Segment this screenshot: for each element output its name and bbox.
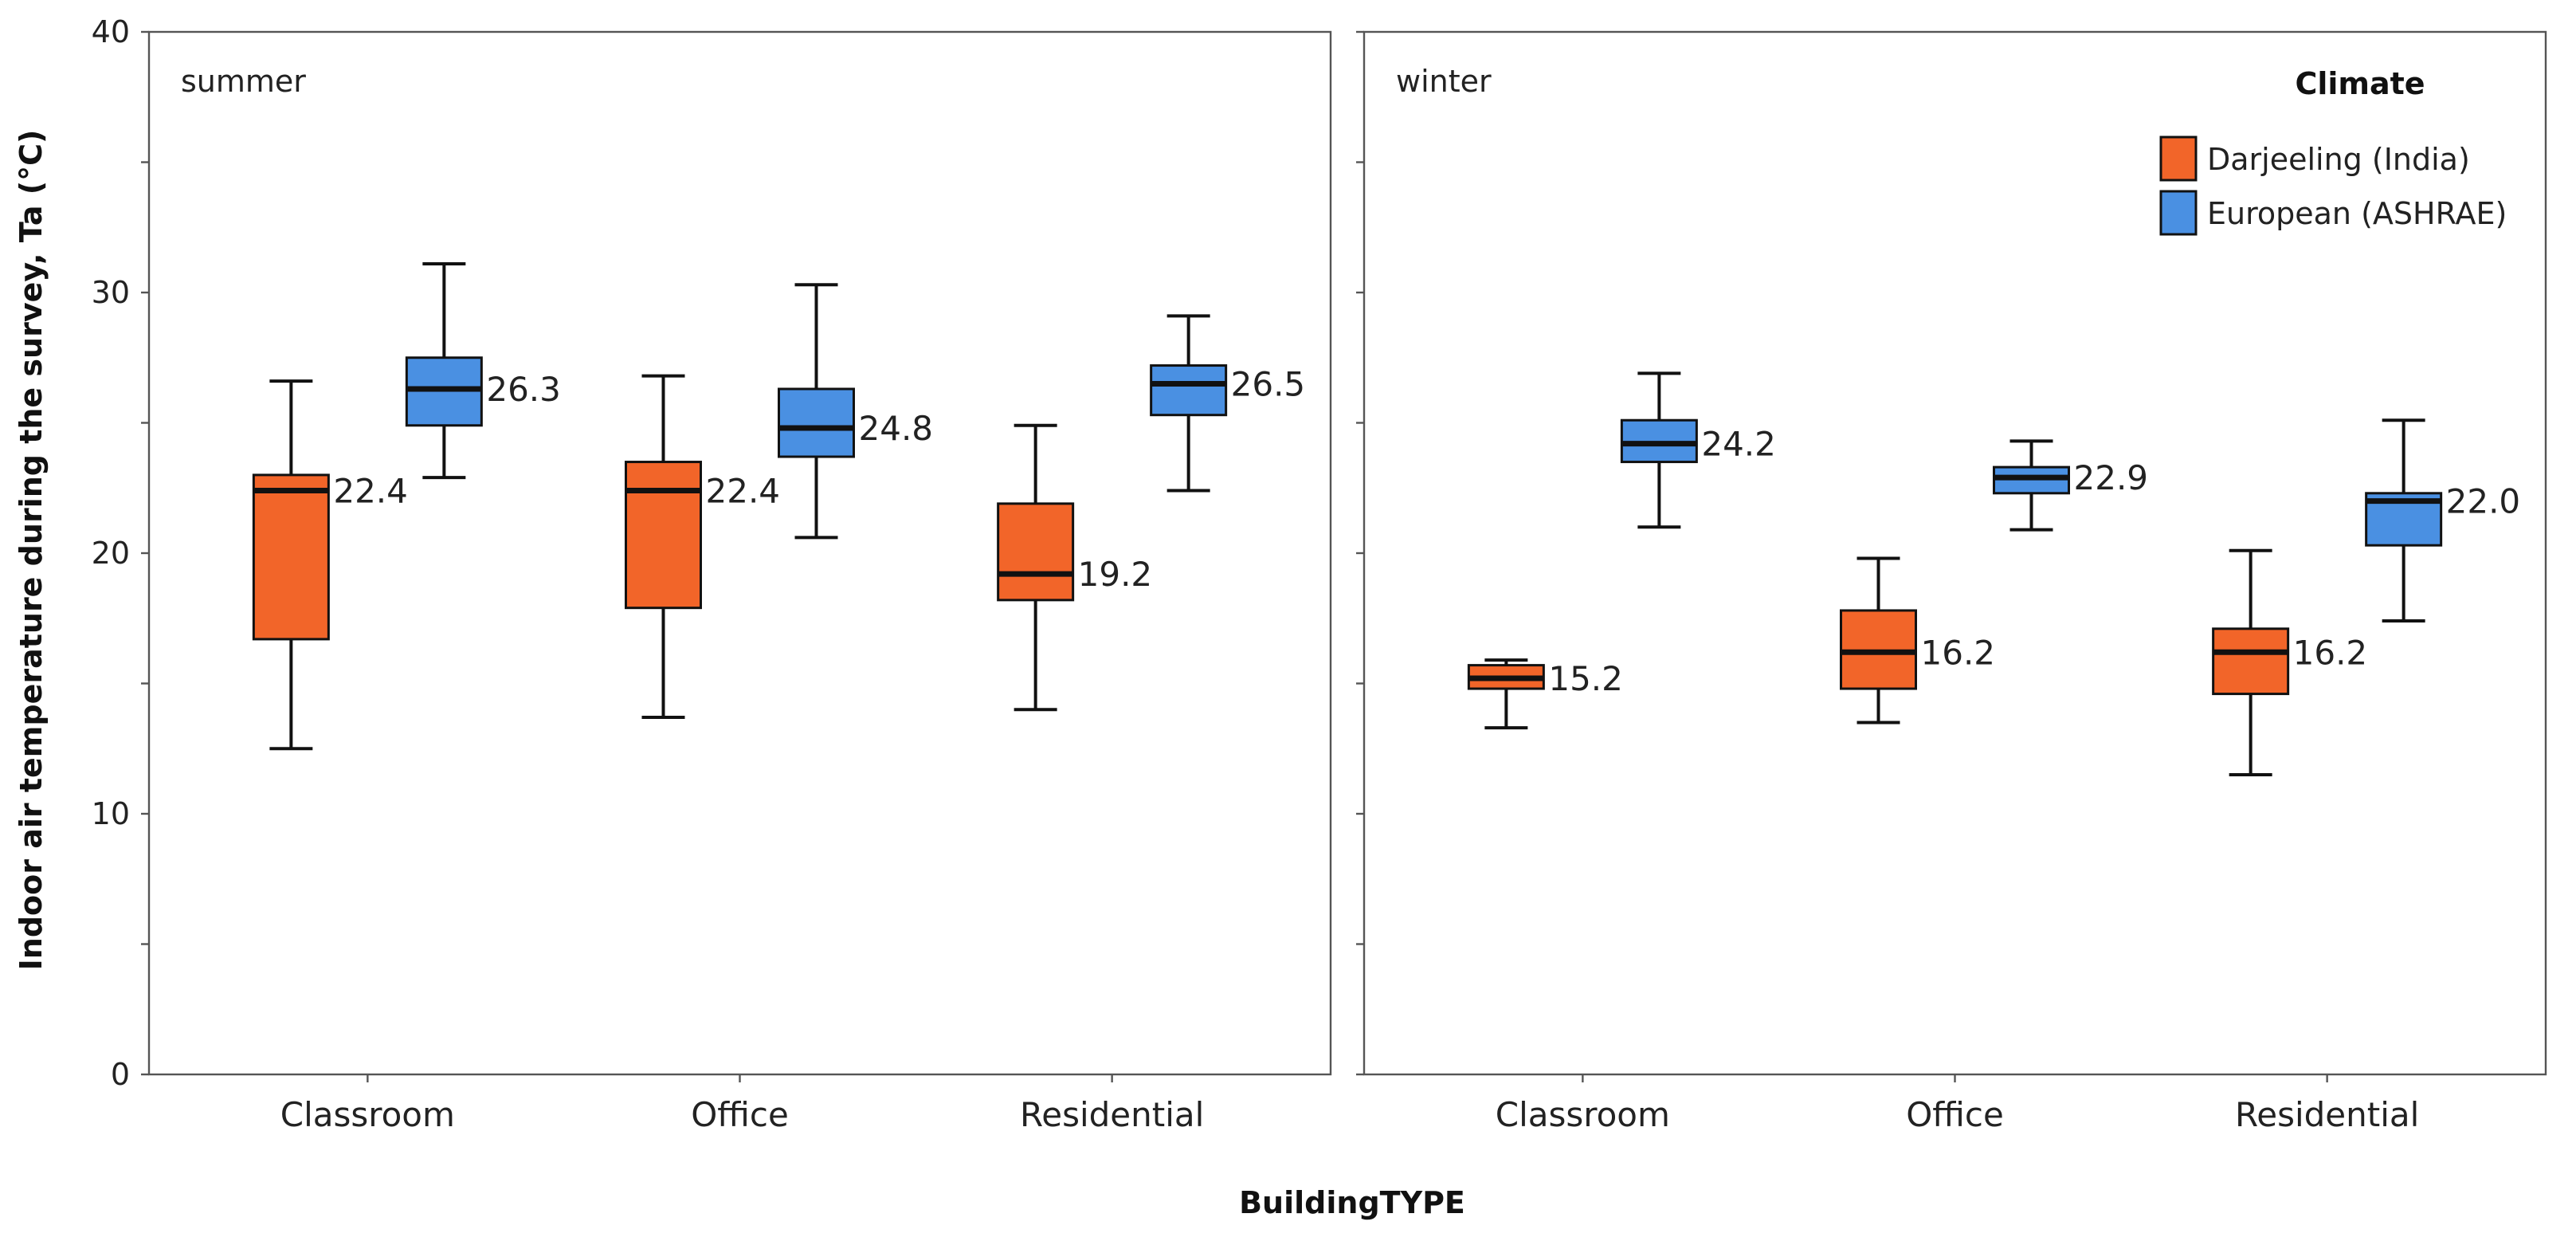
y-axis: 0 10 20 30 40 [92, 14, 130, 1092]
median-label: 22.0 [2446, 482, 2521, 521]
box-body [997, 502, 1075, 602]
box-office: 22.4 [625, 374, 781, 720]
box-residential: 22.0 [2365, 418, 2521, 623]
x-tick-label: Office [691, 1095, 789, 1134]
y-tick-label: 20 [92, 536, 130, 571]
x-axis-title: BuildingTYPE [1239, 1185, 1465, 1220]
box-residential: 26.5 [1150, 314, 1306, 493]
legend-swatch [2159, 135, 2198, 182]
box-classroom: 15.2 [1467, 658, 1623, 730]
legend-label: European (ASHRAE) [2207, 196, 2507, 231]
median-label: 15.2 [1548, 659, 1623, 698]
box-residential: 19.2 [997, 423, 1153, 712]
box-body [252, 473, 330, 641]
median-label: 22.4 [706, 472, 781, 511]
box-classroom: 26.3 [405, 262, 561, 480]
y-tick-label: 40 [92, 14, 130, 49]
legend-title: Climate [2295, 66, 2425, 101]
median-label: 19.2 [1078, 555, 1153, 594]
y-axis-title: Indoor air temperature during the survey… [14, 130, 49, 971]
box-body [778, 387, 855, 458]
median-label: 16.2 [1921, 633, 1996, 672]
panel-label: summer [181, 64, 306, 99]
x-tick-label: Office [1906, 1095, 2004, 1134]
median-label: 22.9 [2074, 458, 2149, 497]
box-office: 22.9 [1993, 439, 2149, 532]
y-tick-label: 10 [92, 796, 130, 831]
panel-label: winter [1396, 64, 1492, 99]
median-label: 24.2 [1701, 425, 1776, 464]
series-darjeeling: 15.2 16.2 16.2 [1467, 548, 2368, 776]
box-office: 16.2 [1840, 556, 1996, 725]
median-label: 26.3 [486, 370, 561, 409]
panel-winter: winter Classroom Office Residential 15.2 16.2… [1356, 30, 2547, 1134]
legend-label: Darjeeling (India) [2207, 142, 2470, 177]
median-label: 22.4 [333, 472, 408, 511]
median-label: 26.5 [1231, 364, 1306, 403]
x-tick-label: Classroom [280, 1095, 455, 1134]
panel-frame [1362, 30, 2547, 1076]
median-label: 24.8 [859, 409, 934, 448]
median-label: 16.2 [2293, 633, 2368, 672]
y-tick-label: 0 [111, 1057, 130, 1092]
legend-swatch [2159, 190, 2198, 236]
box-office: 24.8 [778, 283, 934, 540]
box-body [1150, 364, 1228, 417]
box-body [2212, 627, 2290, 696]
x-tick-label: Residential [1020, 1095, 1204, 1134]
series-european: 26.3 24.8 26.5 [405, 262, 1306, 540]
series-european: 24.2 22.9 22.0 [1620, 371, 2521, 623]
box-classroom: 22.4 [252, 379, 408, 751]
box-classroom: 24.2 [1620, 371, 1776, 529]
legend: Climate Darjeeling (India) European (ASHRA… [2159, 66, 2507, 236]
x-tick-label: Classroom [1496, 1095, 1670, 1134]
box-body [625, 461, 702, 610]
x-tick-label: Residential [2235, 1095, 2419, 1134]
box-residential: 16.2 [2212, 548, 2368, 776]
y-tick-label: 30 [92, 275, 130, 310]
series-darjeeling: 22.4 22.4 19.2 [252, 374, 1153, 751]
